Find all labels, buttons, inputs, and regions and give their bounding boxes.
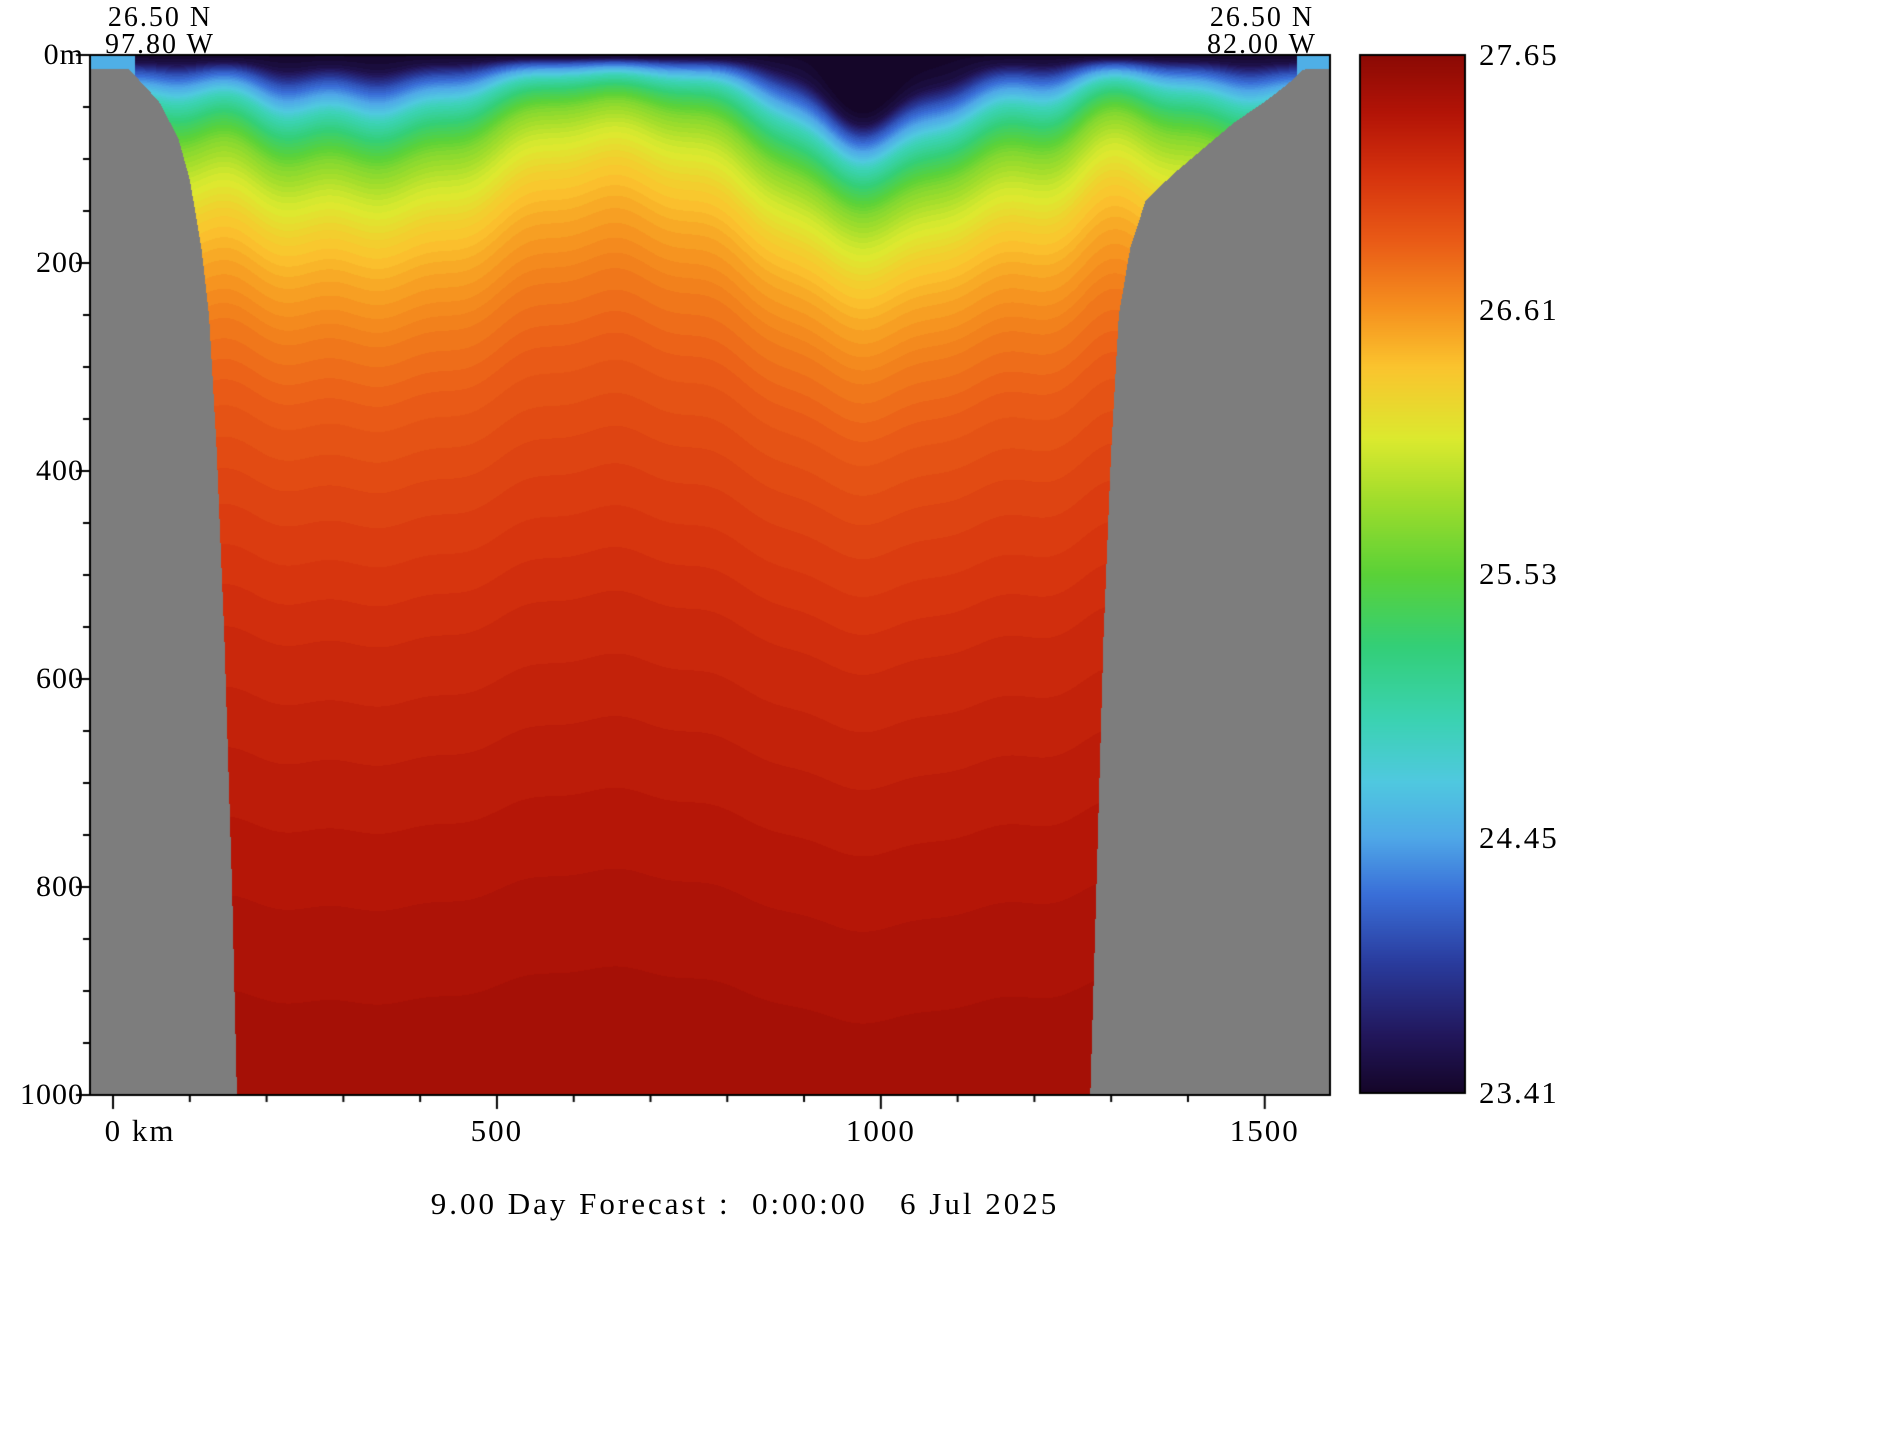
y-tick-label: 1000 xyxy=(20,1078,84,1111)
colorbar-tick-label: 25.53 xyxy=(1479,556,1559,591)
x-tick-label: 1500 xyxy=(1229,1113,1300,1148)
colorbar-tick-label: 26.61 xyxy=(1479,291,1559,327)
colorbar-tick-label: 23.41 xyxy=(1479,1075,1559,1110)
forecast-caption: 9.00 Day Forecast : 0:00:00 6 Jul 2025 xyxy=(430,1186,1060,1221)
y-tick-label: 600 xyxy=(36,662,84,695)
y-tick-label: 200 xyxy=(36,246,84,279)
right-endpoint-longitude: 82.00 W xyxy=(1207,29,1317,60)
colorbar-tick-label: 27.65 xyxy=(1479,37,1559,72)
y-tick-label: 0m xyxy=(43,38,84,71)
y-tick-label: 800 xyxy=(36,870,84,903)
left-endpoint-latitude: 26.50 N xyxy=(107,2,213,33)
y-tick-label: 400 xyxy=(36,454,84,487)
colorbar-tick-label: 24.45 xyxy=(1479,820,1559,856)
left-endpoint-longitude: 97.80 W xyxy=(105,29,215,60)
right-endpoint-latitude: 26.50 N xyxy=(1209,2,1315,33)
x-tick-label: 1000 xyxy=(845,1113,916,1148)
x-tick-label: 0 km xyxy=(104,1113,176,1148)
x-tick-label: 500 xyxy=(470,1113,524,1148)
